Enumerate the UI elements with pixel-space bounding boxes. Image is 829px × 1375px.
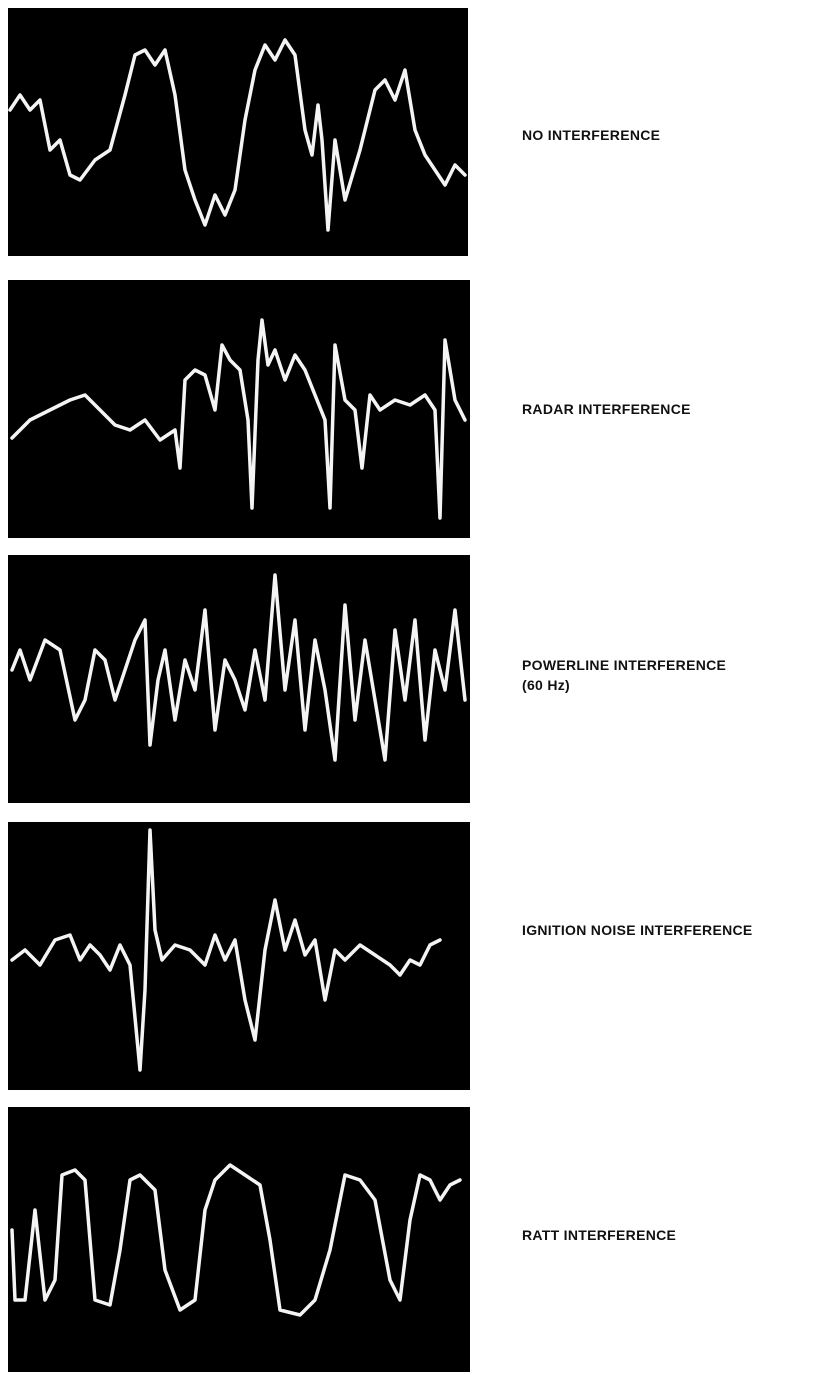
- panel-label: RADAR INTERFERENCE: [522, 401, 691, 417]
- panel-sublabel: (60 Hz): [522, 677, 570, 693]
- panel-label: RATT INTERFERENCE: [522, 1227, 676, 1243]
- panel-label: IGNITION NOISE INTERFERENCE: [522, 922, 753, 938]
- waveform: [10, 828, 442, 1072]
- waveform: [10, 1163, 462, 1317]
- waveform: [10, 573, 467, 762]
- waveform: [10, 318, 467, 520]
- waveform: [8, 38, 467, 232]
- scope-panel: [8, 555, 470, 803]
- scope-panel: [8, 8, 468, 256]
- panel-label: NO INTERFERENCE: [522, 127, 660, 143]
- scope-panel: [8, 1107, 470, 1372]
- scope-panel: [8, 280, 470, 538]
- panel-label: POWERLINE INTERFERENCE: [522, 657, 726, 673]
